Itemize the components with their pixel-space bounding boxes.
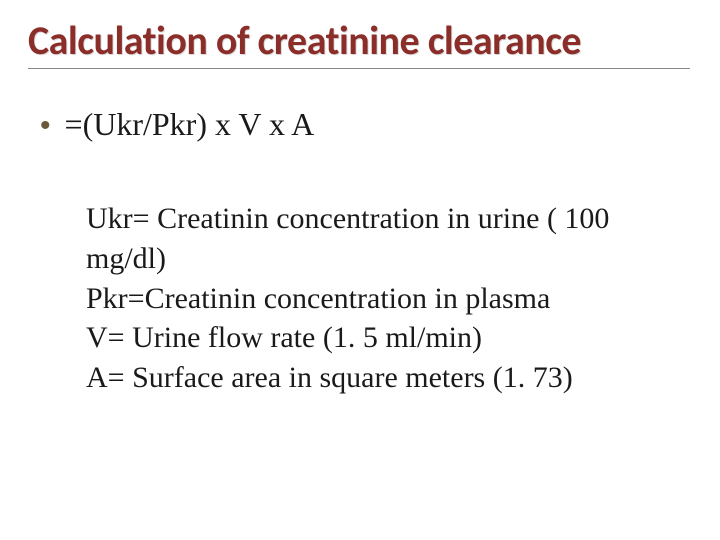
definitions-block: Ukr= Creatinin concentration in urine ( … [86,199,686,397]
definition-line: A= Surface area in square meters (1. 73) [86,358,686,398]
slide-content: • =(Ukr/Pkr) x V x A Ukr= Creatinin conc… [28,105,692,397]
slide-title: Calculation of creatinine clearance [28,18,692,64]
formula-text: =(Ukr/Pkr) x V x A [65,105,315,143]
slide: Calculation of creatinine clearance • =(… [0,0,720,540]
bullet-row: • =(Ukr/Pkr) x V x A [40,105,692,143]
definition-line: Ukr= Creatinin concentration in urine ( … [86,199,686,278]
definition-line: V= Urine flow rate (1. 5 ml/min) [86,318,686,358]
bullet-marker: • [40,109,51,143]
title-underline [28,68,690,69]
definition-line: Pkr=Creatinin concentration in plasma [86,279,686,319]
